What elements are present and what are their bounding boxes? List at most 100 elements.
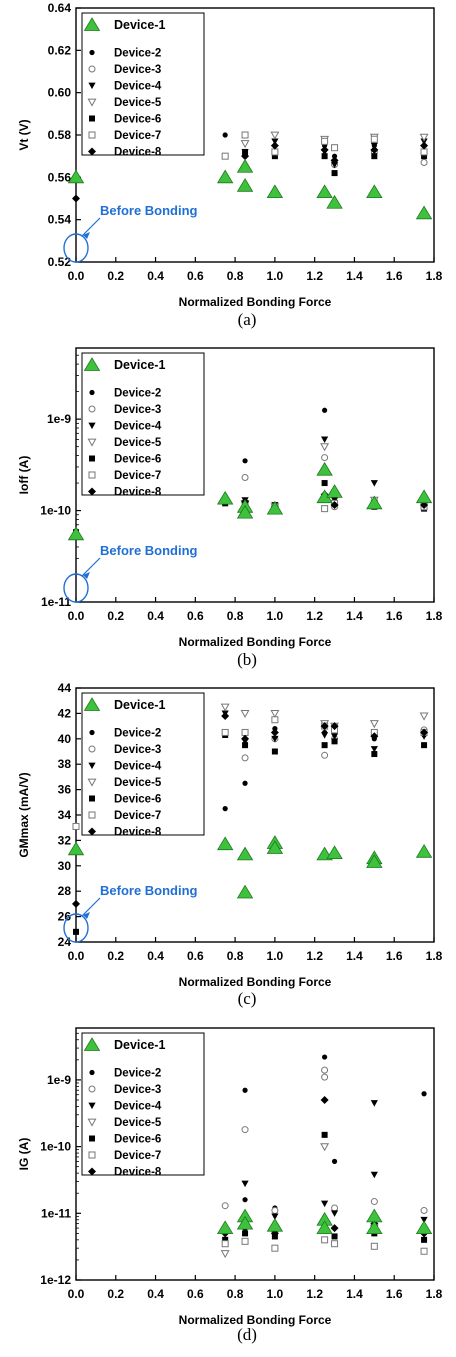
legend-label: Device-8 bbox=[114, 487, 162, 499]
subfigure-caption: (a) bbox=[238, 310, 257, 329]
annotation-text: Before Bonding bbox=[100, 883, 198, 898]
data-point bbox=[321, 153, 328, 160]
data-point bbox=[371, 751, 378, 758]
data-point bbox=[67, 526, 85, 541]
annotation-circle bbox=[63, 913, 89, 943]
legend-marker bbox=[88, 811, 96, 819]
x-tick-label: 0.4 bbox=[147, 1287, 164, 1301]
y-tick-label: 28 bbox=[58, 884, 72, 898]
data-point bbox=[241, 734, 250, 743]
data-point bbox=[331, 1240, 339, 1248]
legend-marker bbox=[89, 115, 95, 122]
x-tick-label: 0.6 bbox=[187, 269, 204, 283]
data-point bbox=[271, 1213, 279, 1220]
data-point bbox=[271, 148, 279, 156]
data-point bbox=[326, 845, 343, 859]
data-point bbox=[271, 1207, 279, 1215]
data-point bbox=[370, 1171, 378, 1179]
data-point bbox=[320, 1095, 329, 1104]
data-point bbox=[420, 1247, 428, 1255]
x-axis-label: Normalized Bonding Force bbox=[179, 975, 332, 989]
data-point bbox=[221, 728, 229, 736]
legend-label: Device-1 bbox=[114, 698, 165, 712]
data-point bbox=[241, 1237, 249, 1245]
y-tick-label: 40 bbox=[58, 732, 72, 746]
data-point bbox=[415, 205, 433, 220]
legend-label: Device-2 bbox=[114, 48, 161, 60]
x-tick-label: 1.8 bbox=[426, 1287, 443, 1301]
x-tick-label: 1.0 bbox=[267, 269, 284, 283]
data-point bbox=[419, 133, 429, 142]
y-tick-label: 1e-10 bbox=[40, 1140, 71, 1154]
legend-marker bbox=[89, 49, 95, 56]
subfigure-caption: (d) bbox=[237, 1325, 257, 1344]
legend-marker bbox=[88, 827, 96, 836]
data-point bbox=[321, 137, 329, 145]
data-point bbox=[236, 846, 254, 861]
x-tick-label: 1.2 bbox=[306, 269, 323, 283]
y-tick-label: 0.62 bbox=[48, 43, 72, 57]
data-point bbox=[370, 732, 379, 741]
x-tick-label: 0.0 bbox=[68, 949, 85, 963]
y-tick-label: 44 bbox=[58, 681, 72, 695]
annotation-arrow bbox=[81, 217, 101, 237]
data-point bbox=[241, 474, 249, 482]
x-tick-label: 1.4 bbox=[346, 609, 363, 623]
x-tick-label: 0.0 bbox=[68, 609, 85, 623]
data-point bbox=[236, 884, 254, 899]
data-point bbox=[270, 728, 279, 737]
data-point bbox=[241, 1180, 249, 1188]
legend-box bbox=[81, 1032, 205, 1176]
legend-marker bbox=[88, 487, 96, 496]
data-point bbox=[241, 754, 249, 762]
data-point bbox=[321, 436, 329, 444]
data-point bbox=[420, 148, 428, 156]
data-point bbox=[321, 1131, 328, 1138]
legend-marker bbox=[88, 65, 96, 73]
data-point bbox=[371, 153, 378, 160]
data-point bbox=[236, 158, 254, 173]
data-point bbox=[420, 1207, 428, 1215]
data-point bbox=[331, 738, 338, 745]
x-tick-label: 0.8 bbox=[227, 949, 244, 963]
x-tick-label: 1.6 bbox=[386, 269, 403, 283]
data-point bbox=[330, 161, 339, 169]
x-tick-label: 1.8 bbox=[426, 609, 443, 623]
data-point bbox=[321, 480, 328, 487]
data-point bbox=[366, 184, 383, 199]
x-tick-label: 0.4 bbox=[147, 609, 164, 623]
data-point bbox=[321, 454, 329, 462]
annotation-circle bbox=[63, 573, 89, 603]
data-point bbox=[222, 1236, 229, 1243]
data-point bbox=[67, 169, 85, 184]
data-point bbox=[322, 1054, 328, 1060]
data-point bbox=[321, 1066, 329, 1074]
data-point bbox=[370, 1242, 378, 1250]
data-point bbox=[67, 841, 85, 856]
annotation-arrow bbox=[81, 897, 101, 917]
legend-box bbox=[81, 12, 205, 156]
data-point bbox=[241, 131, 249, 139]
data-point bbox=[321, 751, 329, 759]
x-tick-label: 1.4 bbox=[346, 1287, 363, 1301]
legend-marker bbox=[87, 778, 97, 787]
x-axis-label: Normalized Bonding Force bbox=[179, 635, 332, 649]
annotation-circle bbox=[63, 233, 89, 263]
x-axis-label: Normalized Bonding Force bbox=[179, 1313, 332, 1327]
x-tick-label: 0.0 bbox=[68, 1287, 85, 1301]
data-point bbox=[366, 1220, 383, 1234]
legend-label: Device-3 bbox=[114, 64, 161, 76]
data-point bbox=[415, 1220, 433, 1234]
legend-marker bbox=[83, 697, 101, 711]
data-point bbox=[216, 490, 234, 505]
y-tick-label: 36 bbox=[58, 783, 72, 797]
data-point bbox=[330, 1224, 339, 1233]
data-point bbox=[330, 733, 339, 740]
y-tick-label: 0.60 bbox=[48, 86, 72, 100]
data-point bbox=[241, 152, 250, 161]
legend-label: Device-3 bbox=[114, 1084, 161, 1096]
data-point bbox=[331, 1233, 338, 1240]
chart-panel: 1e-11 1e-10 1e-9 0.0 0.2 0.4 0.6 0.8 1.0 1.2 1.4 1.… bbox=[17, 347, 443, 669]
data-point bbox=[421, 153, 428, 160]
legend-label: Device-3 bbox=[114, 744, 161, 756]
